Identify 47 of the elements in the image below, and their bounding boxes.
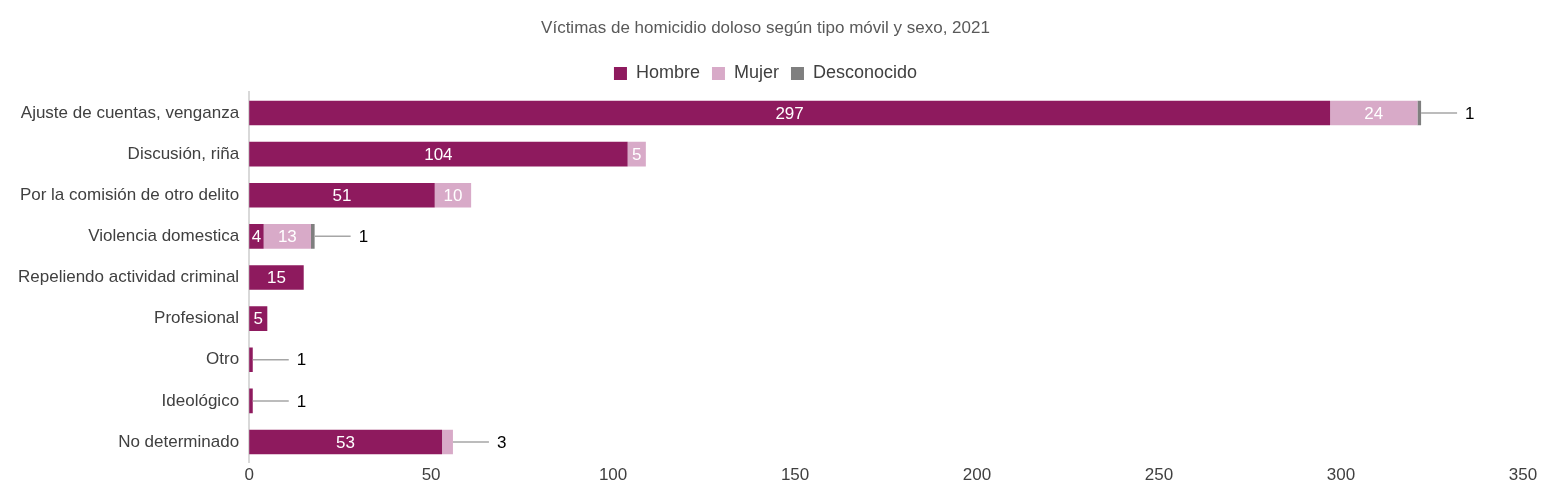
- data-label: 5: [253, 309, 263, 329]
- x-tick-label: 300: [1326, 465, 1356, 485]
- y-tick-label: Profesional: [154, 308, 240, 328]
- x-tick-label: 100: [598, 465, 628, 485]
- y-tick-label: Otro: [206, 349, 240, 369]
- bar: [249, 265, 304, 290]
- bar: [249, 182, 435, 208]
- bar: [310, 224, 315, 249]
- y-tick-label: Ideológico: [161, 390, 240, 410]
- y-tick-label: Repeliendo actividad criminal: [17, 267, 240, 287]
- data-label: 297: [775, 103, 804, 123]
- chart-title: Víctimas de homicidio doloso según tipo móvil y sexo, 2021: [541, 17, 990, 37]
- bar: [1330, 100, 1418, 126]
- data-label: 1: [358, 227, 369, 247]
- bar: [249, 429, 443, 455]
- data-label: 24: [1364, 103, 1384, 123]
- x-tick-label: 50: [421, 465, 441, 485]
- data-label: 1: [296, 350, 307, 370]
- data-label: 53: [336, 432, 356, 452]
- data-label: 10: [443, 185, 463, 205]
- x-tick-label: 200: [962, 465, 992, 485]
- data-label: 5: [632, 144, 642, 164]
- data-label: 1: [296, 391, 307, 411]
- x-tick-label: 350: [1508, 465, 1538, 485]
- legend-label: Mujer: [733, 62, 779, 83]
- bar: [249, 100, 1331, 126]
- bar: [263, 224, 311, 249]
- data-label: 51: [332, 185, 352, 205]
- y-tick-label: Violencia domestica: [88, 226, 240, 246]
- bar: [1417, 100, 1422, 126]
- y-tick-label: No determinado: [118, 431, 240, 451]
- x-tick-label: 0: [244, 465, 254, 485]
- data-label: 104: [424, 144, 453, 164]
- bar: [249, 141, 628, 167]
- bar: [442, 429, 453, 455]
- data-label: 4: [251, 227, 262, 247]
- y-tick-label: Discusión, riña: [127, 143, 240, 163]
- data-label: 13: [277, 227, 297, 247]
- y-tick-label: Ajuste de cuentas, venganza: [20, 102, 240, 122]
- data-label: 3: [496, 432, 507, 452]
- x-tick-label: 250: [1144, 465, 1174, 485]
- data-label: 15: [266, 268, 286, 288]
- data-label: 1: [1465, 103, 1475, 123]
- y-tick-label: Por la comisión de otro delito: [19, 184, 240, 204]
- legend-label: Hombre: [635, 62, 700, 83]
- x-tick-label: 150: [780, 465, 810, 485]
- legend-label: Desconocido: [812, 62, 918, 83]
